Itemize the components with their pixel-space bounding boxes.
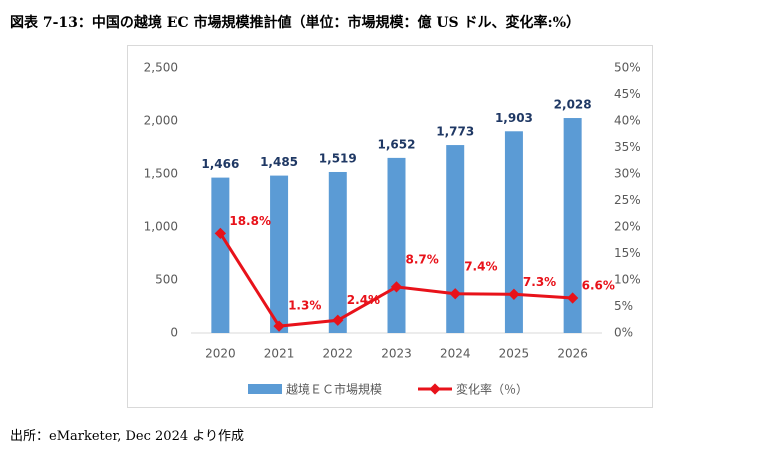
y2-tick-label: 25%	[614, 193, 641, 207]
legend-swatch-marker	[429, 383, 441, 395]
legend-label: 変化率（％）	[456, 382, 528, 397]
line-value-label: 7.4%	[464, 259, 497, 273]
line-value-label: 18.8%	[229, 214, 271, 228]
line-marker	[566, 292, 579, 304]
line-marker	[390, 281, 403, 293]
line-value-label: 7.3%	[523, 275, 556, 289]
y2-tick-label: 50%	[614, 61, 641, 75]
y-tick-label: 0	[170, 326, 178, 340]
legend-swatch	[248, 384, 282, 394]
line-marker	[273, 320, 285, 332]
line-marker	[214, 227, 227, 240]
y2-tick-label: 15%	[614, 246, 641, 260]
y2-tick-label: 45%	[614, 87, 641, 101]
bar	[211, 177, 230, 333]
y-tick-label: 500	[155, 273, 178, 287]
bar	[328, 171, 347, 333]
y2-tick-label: 40%	[614, 114, 641, 128]
source-note: 出所：eMarketer, Dec 2024 より作成	[10, 429, 244, 444]
bar-value-label: 2,028	[554, 98, 592, 112]
line-value-label: 1.3%	[288, 299, 321, 313]
title: 図表 7-13：中国の越境 EC 市場規模推計値（単位：市場規模：億 US ドル…	[10, 15, 581, 31]
bar-value-label: 1,485	[260, 155, 298, 169]
y2-tick-label: 35%	[614, 140, 641, 154]
line-value-label: 8.7%	[406, 252, 439, 266]
bar-value-label: 1,903	[495, 111, 533, 125]
bar-value-label: 1,466	[201, 157, 239, 171]
x-tick-label: 2023	[381, 347, 412, 361]
y-tick-label: 1,500	[144, 167, 178, 181]
y2-tick-label: 20%	[614, 220, 641, 234]
x-tick-label: 2021	[264, 347, 295, 361]
bar-value-label: 1,652	[378, 137, 416, 151]
y-tick-label: 2,500	[144, 61, 178, 75]
x-tick-label: 2026	[557, 347, 588, 361]
line-value-label: 6.6%	[582, 279, 615, 293]
x-tick-label: 2025	[499, 347, 530, 361]
bar	[563, 118, 582, 333]
x-tick-label: 2020	[205, 347, 236, 361]
bar	[504, 131, 523, 333]
bar	[387, 157, 406, 333]
bar	[270, 175, 289, 333]
bar-value-label: 1,773	[436, 125, 474, 139]
y2-tick-label: 30%	[614, 167, 641, 181]
y-tick-label: 1,000	[144, 220, 178, 234]
legend-label: 越境ＥＣ市場規模	[286, 382, 382, 397]
line-marker	[449, 288, 461, 300]
y2-tick-label: 10%	[614, 273, 641, 287]
y2-tick-label: 0%	[614, 326, 633, 340]
line-marker	[332, 314, 344, 326]
y2-tick-label: 5%	[614, 299, 633, 313]
x-tick-label: 2024	[440, 347, 471, 361]
bar	[446, 145, 465, 333]
bar-value-label: 1,519	[319, 151, 357, 165]
line-value-label: 2.4%	[347, 293, 380, 307]
x-tick-label: 2022	[323, 347, 354, 361]
y-tick-label: 2,000	[144, 114, 178, 128]
